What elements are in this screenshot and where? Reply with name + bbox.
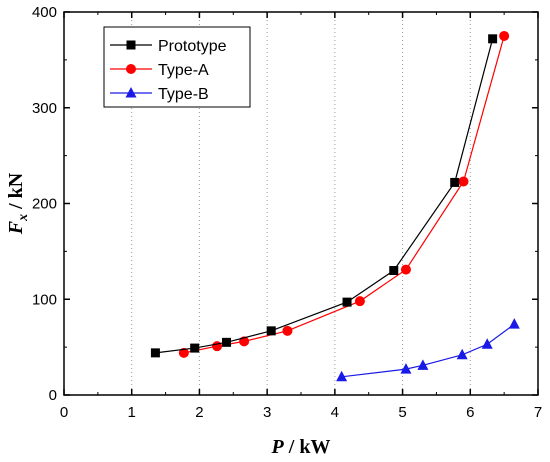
legend-label-prototype: Prototype [158, 38, 227, 55]
legend: Prototype Type-A Type-B [103, 26, 251, 108]
x-axis-variable: P [271, 436, 285, 458]
x-axis-title: P / kW [271, 436, 331, 458]
data-point-type-a [212, 341, 223, 352]
data-point-prototype [488, 34, 498, 44]
x-tick-label: 1 [128, 404, 136, 421]
legend-item-type-a: Type-A [110, 62, 209, 79]
data-point-prototype [342, 297, 352, 307]
y-tick-label: 300 [32, 100, 57, 117]
legend-item-prototype: Prototype [110, 38, 227, 55]
series-layer [150, 30, 520, 382]
legend-marker-type-a [126, 64, 136, 74]
x-tick-label: 6 [466, 404, 474, 421]
data-point-type-b [456, 348, 468, 360]
x-tick-label: 4 [331, 404, 339, 421]
x-tick-label: 0 [60, 404, 68, 421]
legend-marker-prototype [126, 40, 136, 50]
data-point-type-b [336, 370, 348, 382]
data-point-type-b [417, 359, 429, 370]
series-line-type-b [341, 323, 515, 378]
x-tick-label: 7 [534, 404, 542, 421]
data-point-type-b [400, 363, 412, 374]
x-tick-label: 5 [398, 404, 406, 421]
y-axis-unit: / kN [5, 172, 27, 214]
data-point-type-a [400, 264, 411, 275]
y-tick-label: 100 [32, 291, 57, 308]
data-point-prototype [222, 337, 232, 347]
legend-marker-type-b [125, 87, 137, 98]
data-point-type-a [499, 30, 510, 41]
data-point-prototype [150, 348, 160, 358]
data-point-prototype [190, 343, 200, 353]
series-line-prototype [155, 38, 494, 354]
series-prototype [150, 34, 498, 358]
data-point-prototype [450, 177, 460, 187]
y-axis-variable: F [5, 220, 27, 235]
data-point-type-a [458, 176, 469, 187]
legend-label-type-a: Type-A [158, 62, 209, 79]
y-axis-title: Fx / kN [5, 172, 31, 235]
x-tick-label: 2 [195, 404, 203, 421]
y-tick-label: 200 [32, 196, 57, 213]
axis-ticks: 0 1 2 3 4 5 6 7 0 100 200 300 400 [32, 4, 542, 421]
y-tick-label: 400 [32, 4, 57, 21]
data-point-type-b [508, 318, 520, 329]
data-point-prototype [389, 266, 399, 276]
x-tick-label: 3 [263, 404, 271, 421]
data-point-type-a [178, 347, 189, 358]
data-point-prototype [266, 326, 276, 336]
y-tick-label: 0 [49, 387, 57, 404]
data-point-type-a [354, 296, 365, 307]
data-point-type-b [481, 338, 493, 349]
series-type-b [336, 318, 520, 382]
series-type-a [178, 30, 510, 358]
legend-label-type-b: Type-B [158, 86, 209, 103]
legend-item-type-b: Type-B [110, 86, 209, 103]
y-axis-subscript: x [16, 214, 31, 222]
data-point-type-a [282, 325, 293, 336]
x-axis-unit: / kW [284, 436, 331, 458]
